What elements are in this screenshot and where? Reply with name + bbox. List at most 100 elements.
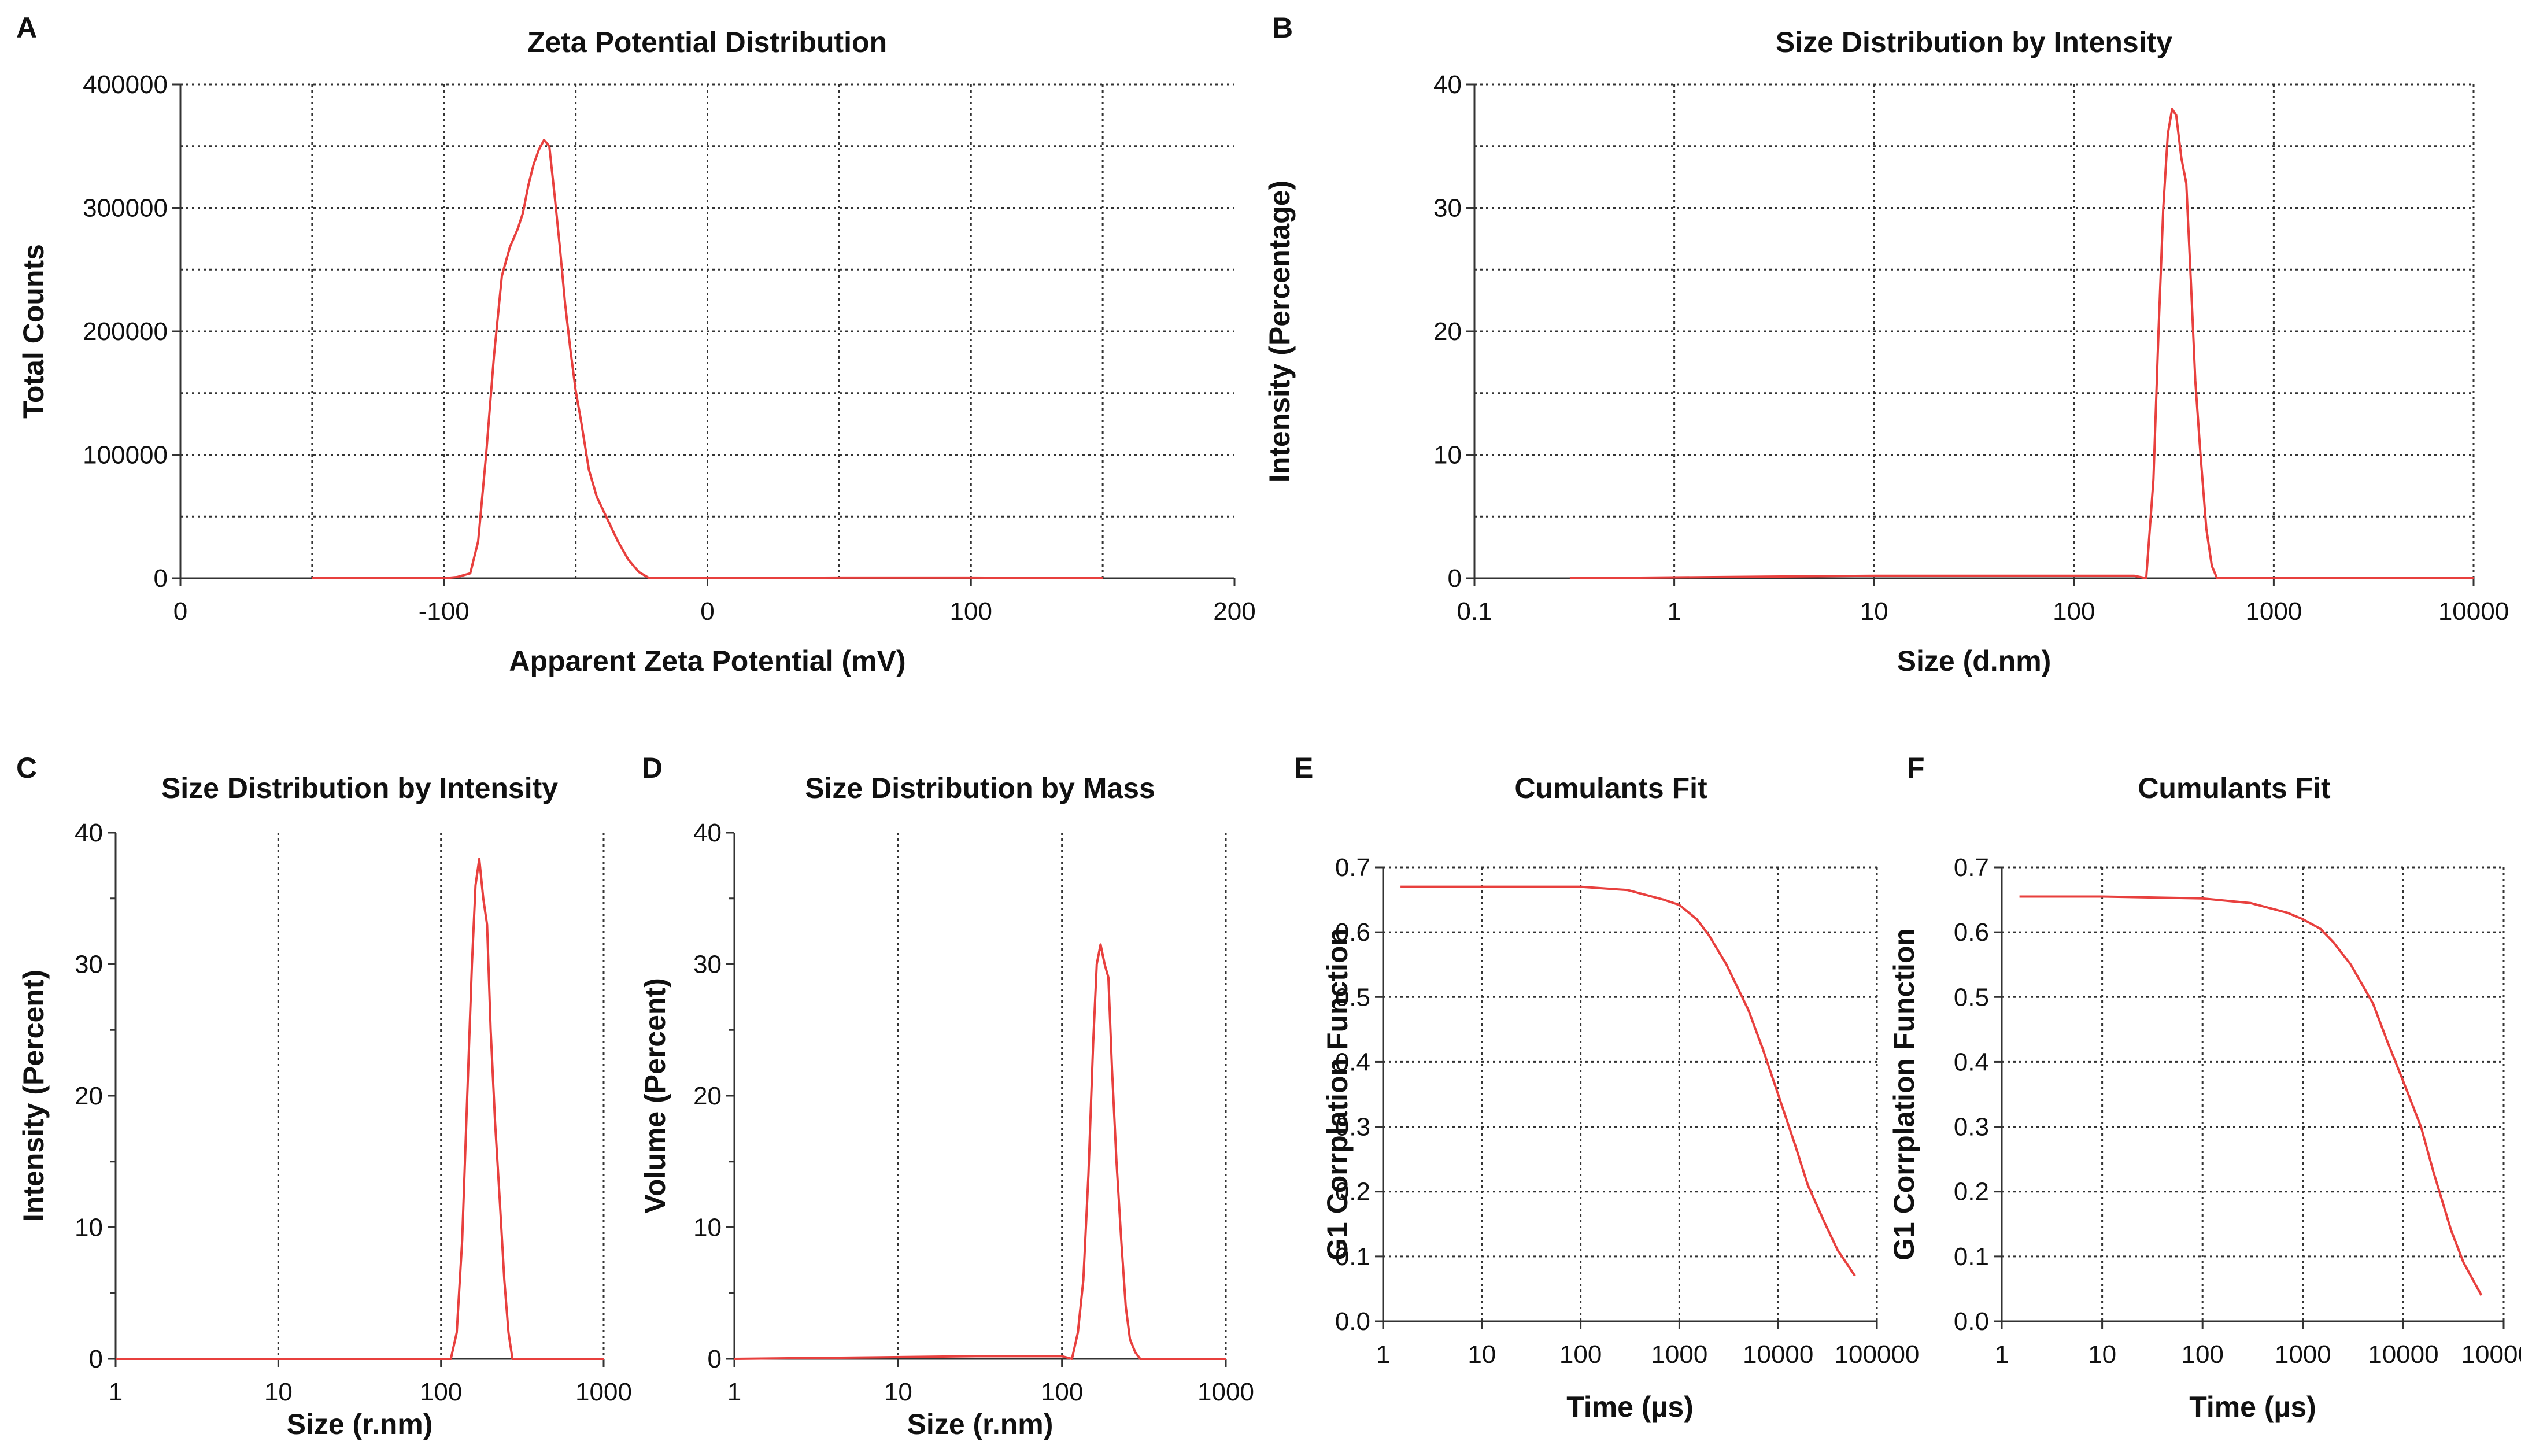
x-tick-label: 100 bbox=[2181, 1340, 2223, 1369]
x-tick-label: 0.1 bbox=[1457, 597, 1492, 626]
series-line bbox=[1569, 108, 2474, 579]
y-tick-label: 0.0 bbox=[1954, 1307, 1989, 1336]
x-axis-title: Time (µs) bbox=[2189, 1391, 2316, 1423]
x-axis-title: Time (µs) bbox=[1566, 1391, 1694, 1423]
x-tick-label: 1 bbox=[1376, 1340, 1390, 1369]
chart-panel-c: C Size Distribution by Intensity 1 10 10 0 100… bbox=[16, 752, 632, 1440]
y-axis-title: Volume (Percent) bbox=[639, 978, 671, 1214]
y-tick-label: 0.1 bbox=[1954, 1243, 1989, 1271]
chart-title: Size Distribution by Intensity bbox=[161, 772, 558, 804]
panel-label: C bbox=[16, 752, 37, 784]
x-tick-label: 1 bbox=[109, 1378, 123, 1406]
y-tick-label: 10 bbox=[1433, 441, 1462, 470]
y-tick-label: 300000 bbox=[83, 194, 168, 223]
y-tick-label: 0.1 bbox=[1335, 1243, 1370, 1271]
chart-panel-e: E Cumulants Fit 1 10 100 1000 10000 100000 0.0 0.… bbox=[1294, 752, 1919, 1423]
x-tick-label: 0 bbox=[700, 597, 714, 626]
y-tick-label: 40 bbox=[75, 819, 103, 847]
y-axis-title: Intensity (Percent) bbox=[17, 970, 50, 1222]
x-tick-label: 100 bbox=[1041, 1378, 1083, 1406]
x-tick-label: 100000 bbox=[2461, 1340, 2521, 1369]
panel-label: A bbox=[16, 12, 37, 44]
panel-label: D bbox=[642, 752, 663, 784]
y-tick-label: 0.7 bbox=[1335, 853, 1370, 882]
x-axis-title: Apparent Zeta Potential (mV) bbox=[509, 645, 905, 677]
y-tick-label: 0.5 bbox=[1335, 983, 1370, 1011]
y-tick-label: 40 bbox=[1433, 71, 1462, 99]
chart-panel-a: A Zeta Potential Distribution 0 -100 0 100 200… bbox=[16, 12, 1256, 677]
panel-label: E bbox=[1294, 752, 1313, 784]
y-tick-label: 0.6 bbox=[1335, 918, 1370, 947]
y-tick-label: 30 bbox=[693, 951, 722, 979]
x-tick-label: 1000 bbox=[2275, 1340, 2331, 1369]
y-tick-label: 30 bbox=[75, 951, 103, 979]
x-tick-label: 0 bbox=[173, 597, 187, 626]
x-tick-label: 100 bbox=[1559, 1340, 1602, 1369]
y-tick-label: 0.7 bbox=[1954, 853, 1989, 882]
y-tick-label: 0 bbox=[154, 564, 168, 593]
chart-panel-d: D Size Distribution by Mass 1 10 100 1000 0 10 2… bbox=[639, 752, 1254, 1440]
x-tick-label: 1 bbox=[727, 1378, 741, 1406]
chart-title: Size Distribution by Intensity bbox=[1776, 26, 2172, 58]
series-line bbox=[2019, 895, 2483, 1296]
x-tick-label: 10000 bbox=[1743, 1340, 1813, 1369]
series-line bbox=[1400, 885, 1856, 1277]
x-tick-label: 1 bbox=[1667, 597, 1681, 626]
y-tick-label: 40 bbox=[693, 819, 722, 847]
x-tick-label: 100 bbox=[950, 597, 992, 626]
y-tick-label: 0.2 bbox=[1335, 1178, 1370, 1206]
x-axis-title: Size (r.nm) bbox=[907, 1408, 1054, 1440]
y-tick-label: 10 bbox=[75, 1214, 103, 1242]
y-tick-label: 400000 bbox=[83, 71, 168, 99]
x-tick-label: 100000 bbox=[1835, 1340, 1920, 1369]
y-axis-title: Total Counts bbox=[17, 244, 50, 419]
y-tick-label: 200000 bbox=[83, 317, 168, 346]
x-tick-label: 10 bbox=[2088, 1340, 2116, 1369]
y-tick-label: 0.3 bbox=[1954, 1113, 1989, 1141]
y-tick-label: 100000 bbox=[83, 441, 168, 470]
y-tick-label: 0.3 bbox=[1335, 1113, 1370, 1141]
y-tick-label: 0.5 bbox=[1954, 983, 1989, 1011]
chart-title: Cumulants Fit bbox=[1514, 772, 1707, 804]
x-tick-label: 10 bbox=[1467, 1340, 1496, 1369]
x-tick-label: 1000 bbox=[1651, 1340, 1707, 1369]
y-tick-label: 20 bbox=[75, 1082, 103, 1110]
y-axis-title: G1 Corrplation Function bbox=[1888, 928, 1920, 1261]
x-tick-label: 10 bbox=[884, 1378, 912, 1406]
panel-label: B bbox=[1272, 12, 1293, 44]
chart-title: Size Distribution by Mass bbox=[805, 772, 1155, 804]
y-tick-label: 0 bbox=[89, 1345, 103, 1373]
x-tick-label: 10000 bbox=[2438, 597, 2509, 626]
y-tick-label: 10 bbox=[693, 1214, 722, 1242]
chart-panel-f: F Cumulants Fit 1 10 100 1000 10000 100000 0.0 0.… bbox=[1888, 752, 2521, 1423]
x-tick-label: 10 bbox=[264, 1378, 293, 1406]
y-tick-label: 0 bbox=[708, 1345, 722, 1373]
series-line bbox=[116, 858, 604, 1360]
x-tick-label: 1 bbox=[1995, 1340, 2009, 1369]
series-line bbox=[312, 139, 1103, 579]
y-tick-label: 30 bbox=[1433, 194, 1462, 223]
x-tick-label: 1000 bbox=[1197, 1378, 1254, 1406]
y-tick-label: 0 bbox=[1448, 564, 1462, 593]
y-tick-label: 0.0 bbox=[1335, 1307, 1370, 1336]
x-tick-label: 200 bbox=[1213, 597, 1255, 626]
series-line bbox=[734, 943, 1226, 1360]
x-axis-title: Size (r.nm) bbox=[287, 1408, 433, 1440]
x-tick-label: 10 bbox=[1860, 597, 1888, 626]
x-tick-label: 10000 bbox=[2368, 1340, 2438, 1369]
y-tick-label: 20 bbox=[1433, 317, 1462, 346]
x-tick-label: 1000 bbox=[575, 1378, 632, 1406]
y-tick-label: 0.4 bbox=[1335, 1048, 1370, 1076]
panel-label: F bbox=[1907, 752, 1925, 784]
y-axis-title: G1 Corrplation Function bbox=[1321, 928, 1354, 1261]
y-axis-title: Intensity (Percentage) bbox=[1263, 180, 1296, 482]
x-tick-label: 100 bbox=[2053, 597, 2095, 626]
y-tick-label: 20 bbox=[693, 1082, 722, 1110]
x-axis-title: Size (d.nm) bbox=[1897, 645, 2051, 677]
y-tick-label: 0.4 bbox=[1954, 1048, 1989, 1076]
x-tick-label: 1000 bbox=[2245, 597, 2302, 626]
chart-title: Zeta Potential Distribution bbox=[527, 26, 887, 58]
